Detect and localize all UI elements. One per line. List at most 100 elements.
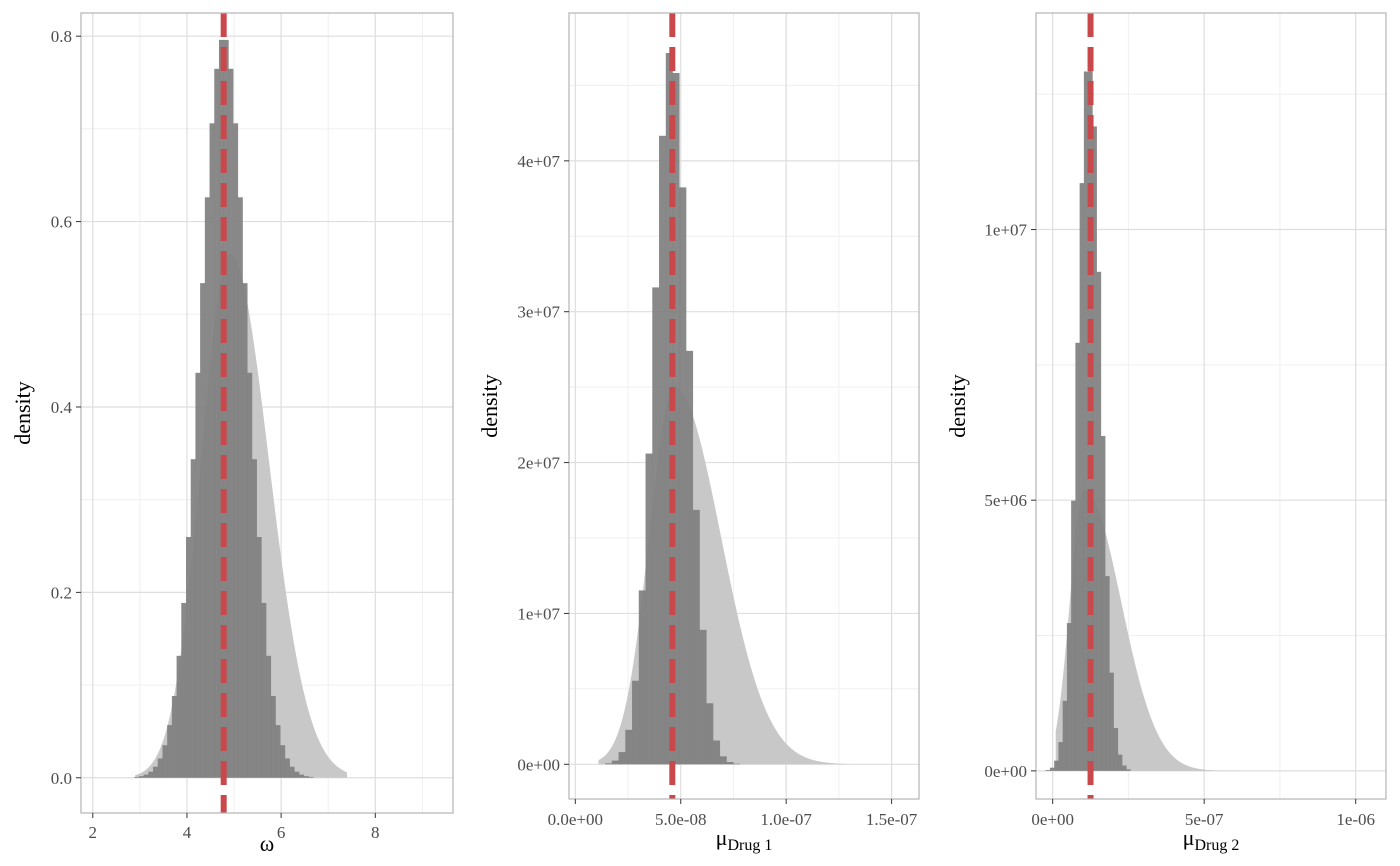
histogram-bar <box>733 763 741 765</box>
histogram-bar <box>299 774 305 778</box>
y-tick-label: 0.6 <box>51 213 72 232</box>
histogram-bar <box>1079 183 1085 771</box>
histogram-bar <box>237 197 243 778</box>
y-tick-label: 0.0 <box>51 769 72 788</box>
histogram-bar <box>625 729 633 765</box>
y-tick-label: 0.8 <box>51 27 72 46</box>
histogram-bar <box>1109 672 1114 771</box>
histogram-bar <box>284 758 290 778</box>
x-tick-label: 1.5e-07 <box>866 810 918 829</box>
y-tick-label: 2e+07 <box>517 454 560 473</box>
histogram-bar <box>1071 500 1076 771</box>
panel-border <box>80 12 454 814</box>
histogram-bar <box>280 745 286 778</box>
histogram-bar <box>699 629 707 765</box>
histogram-bar <box>1092 126 1097 771</box>
histogram-bar <box>200 283 206 778</box>
histogram-bar <box>270 696 276 778</box>
x-tick-label: 1.0e-07 <box>760 810 812 829</box>
histogram-bar <box>1117 754 1123 771</box>
histogram-bar <box>167 725 173 778</box>
histogram-bar <box>1096 271 1102 771</box>
x-axis-symbol: μ <box>1183 825 1195 850</box>
histogram-bar <box>157 758 163 778</box>
histogram-bar <box>1100 435 1106 771</box>
y-tick-label: 3e+07 <box>517 303 560 322</box>
panel-border <box>1035 12 1387 800</box>
histogram-bar <box>638 590 646 765</box>
histogram-bar <box>242 283 248 778</box>
histogram-bar <box>251 459 257 778</box>
x-tick-label: 0.0e+00 <box>548 810 603 829</box>
y-tick-label: 5e+06 <box>984 491 1027 510</box>
x-axis-subscript: Drug 2 <box>1194 837 1239 854</box>
histogram-bar <box>659 135 667 765</box>
x-tick-label: 0e+00 <box>1031 810 1074 829</box>
histogram-bar <box>1045 770 1051 771</box>
panel-border <box>568 12 920 800</box>
histogram-bar <box>1049 767 1055 771</box>
histogram-bar <box>181 602 187 778</box>
histogram-bar <box>303 776 309 778</box>
y-tick-label: 0e+00 <box>517 755 560 774</box>
histogram-bar <box>1105 576 1110 771</box>
histogram-bar <box>618 752 626 765</box>
x-tick-label: 2 <box>89 823 98 842</box>
mu-drug-2-panel: 0e+00 5e-07 1e-06 0e+00 5e+06 1e+07 density μDr… <box>945 12 1387 854</box>
histogram-bar <box>176 655 182 778</box>
x-tick-label: 5.0e-08 <box>655 810 706 829</box>
histogram-bar <box>308 776 314 778</box>
x-axis-title: μDrug 2 <box>1183 825 1240 854</box>
histogram-bar <box>228 68 234 778</box>
x-tick-label: 1e-06 <box>1336 810 1375 829</box>
histogram-bar <box>261 602 267 778</box>
histogram-bar <box>138 776 144 778</box>
histogram-bar <box>294 771 300 778</box>
y-axis-title: density <box>945 374 970 438</box>
histogram-bar <box>275 725 281 778</box>
x-tick-label: 4 <box>183 823 192 842</box>
histogram-bar <box>143 774 149 778</box>
x-axis-symbol: ω <box>260 831 274 856</box>
y-tick-label: 1e+07 <box>517 604 560 623</box>
histogram-bar <box>672 73 680 765</box>
histogram-bar <box>256 537 262 778</box>
mu-drug-1-panel: 0.0e+00 5.0e-08 1.0e-07 1.5e-07 0e+00 1e+07 2e… <box>477 12 920 854</box>
histogram-bar <box>632 680 640 765</box>
histogram-bar <box>247 372 253 778</box>
x-tick-label: 6 <box>277 823 286 842</box>
histogram-bar <box>148 771 154 778</box>
histogram-bar <box>1058 742 1063 771</box>
histogram-bar <box>1075 342 1080 771</box>
histogram-bar <box>719 756 727 765</box>
histogram-bar <box>1083 71 1089 771</box>
histogram-bar <box>186 537 192 778</box>
histogram-bar <box>153 766 159 778</box>
y-tick-label: 0e+00 <box>984 762 1027 781</box>
histogram-bar <box>266 655 272 778</box>
histogram-bar <box>611 760 619 765</box>
omega-panel: 2 4 6 8 0.0 0.2 0.4 0.6 0.8 density ω <box>10 12 454 856</box>
histogram-bar <box>652 287 660 765</box>
histogram-bar <box>706 703 714 765</box>
histogram-bar <box>204 197 210 778</box>
histogram-bar <box>679 187 687 765</box>
histogram-bar <box>195 372 201 778</box>
x-tick-label: 5e-07 <box>1185 810 1224 829</box>
y-tick-label: 4e+07 <box>517 152 560 171</box>
histogram-bar <box>1122 765 1127 771</box>
y-axis-title: density <box>477 374 502 438</box>
histogram-bar <box>162 745 168 778</box>
x-tick-label: 8 <box>371 823 380 842</box>
y-axis-title: density <box>10 381 35 445</box>
histogram-bar <box>190 459 196 778</box>
histogram-bar <box>1062 700 1068 771</box>
histogram-bar <box>665 53 673 765</box>
y-tick-label: 0.2 <box>51 583 72 602</box>
histogram-bar <box>726 762 734 765</box>
histogram-bar <box>686 350 694 765</box>
histogram-bar <box>171 696 177 778</box>
histogram-bar <box>1066 623 1072 771</box>
histogram-bar <box>1054 760 1059 771</box>
